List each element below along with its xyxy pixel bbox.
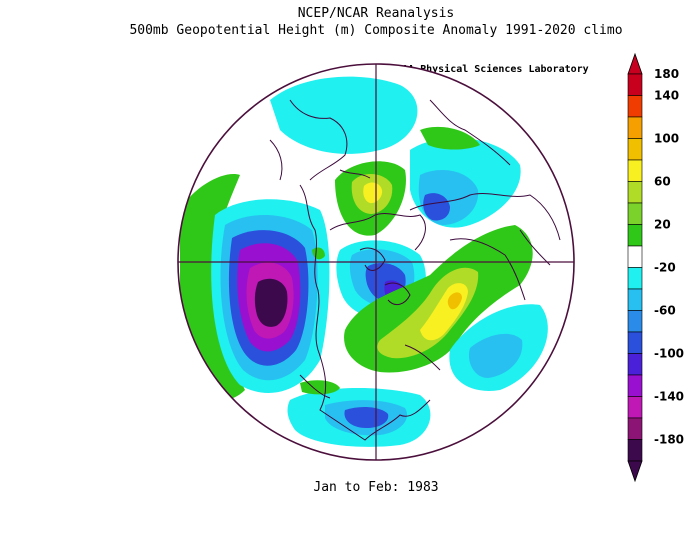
polar-map	[177, 63, 575, 461]
colorbar-tick-label: 60	[654, 175, 671, 189]
colorbar-swatch	[627, 181, 643, 204]
colorbar-swatch	[627, 267, 643, 290]
anomaly-blue-south	[344, 406, 389, 428]
colorbar-tick-label: -140	[654, 390, 684, 404]
chart-subtitle: 500mb Geopotential Height (m) Composite …	[129, 23, 623, 38]
anomaly-core-west	[254, 278, 288, 327]
colorbar-swatch	[627, 245, 643, 268]
colorbar-tick-label: 180	[654, 67, 679, 81]
colorbar-swatch	[627, 353, 643, 376]
colorbar: 180 140 100 60 20 -20 -60 -100 -140 -180	[627, 52, 684, 483]
colorbar-swatch	[627, 288, 643, 311]
anomaly-cyan-north	[270, 76, 418, 154]
anomaly-green-small2	[194, 239, 203, 249]
colorbar-swatch	[627, 116, 643, 139]
anomaly-lightblue-east	[468, 333, 523, 378]
anomaly-gold-atlantic	[447, 292, 462, 310]
colorbar-bottom-arrow	[627, 460, 643, 483]
colorbar-swatch	[627, 310, 643, 333]
colorbar-tick-label: -100	[654, 347, 684, 361]
anomaly-yellow-north	[363, 182, 383, 204]
colorbar-swatch	[627, 331, 643, 354]
colorbar-swatch	[627, 417, 643, 440]
colorbar-tick-label: -60	[654, 304, 676, 318]
colorbar-tick-label: -180	[654, 433, 684, 447]
colorbar-swatch	[627, 138, 643, 161]
colorbar-swatch	[627, 224, 643, 247]
colorbar-swatch	[627, 374, 643, 397]
colorbar-swatch	[627, 95, 643, 118]
chart-title: NCEP/NCAR Reanalysis	[297, 6, 455, 21]
colorbar-swatch	[627, 159, 643, 182]
colorbar-tick-label: -20	[654, 261, 676, 275]
colorbar-swatch	[627, 202, 643, 225]
colorbar-swatch	[627, 73, 643, 96]
colorbar-tick-label: 100	[654, 132, 679, 146]
colorbar-swatch	[627, 396, 643, 419]
anomaly-blue-eurasia	[423, 193, 450, 221]
map-boundary	[177, 63, 575, 461]
credit-label: NOAA Physical Sciences Laboratory	[390, 64, 589, 75]
anomaly-green-north2	[420, 126, 480, 150]
colorbar-tick-label: 140	[654, 89, 679, 103]
colorbar-top-arrow	[627, 52, 643, 75]
anomaly-green-south	[300, 380, 340, 395]
period-label: Jan to Feb: 1983	[313, 480, 439, 495]
colorbar-tick-label: 20	[654, 218, 671, 232]
colorbar-swatch	[627, 439, 643, 462]
